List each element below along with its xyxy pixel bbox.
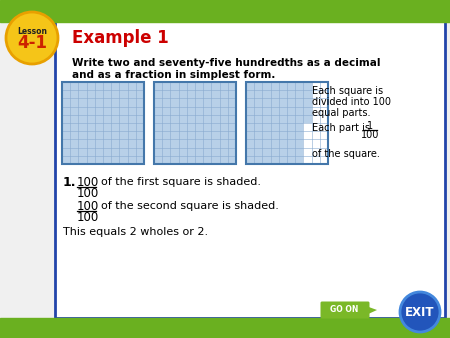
Text: of the second square is shaded.: of the second square is shaded. <box>101 201 279 211</box>
Bar <box>154 82 236 164</box>
Text: 1: 1 <box>367 121 373 131</box>
Bar <box>303 82 311 123</box>
Text: of the square.: of the square. <box>312 149 380 159</box>
FancyBboxPatch shape <box>55 20 445 318</box>
Text: GO ON: GO ON <box>330 306 358 314</box>
Bar <box>154 82 236 164</box>
Text: EXIT: EXIT <box>405 306 435 318</box>
Text: 4-1: 4-1 <box>17 34 47 52</box>
Bar <box>0 0 450 22</box>
Text: of the first square is shaded.: of the first square is shaded. <box>101 177 261 187</box>
Text: Lesson: Lesson <box>17 26 47 35</box>
Text: 100: 100 <box>361 130 379 140</box>
Bar <box>62 82 144 164</box>
Text: equal parts.: equal parts. <box>312 108 370 118</box>
FancyBboxPatch shape <box>320 301 369 318</box>
Bar <box>62 82 144 164</box>
Text: 100: 100 <box>77 176 99 189</box>
Text: 100: 100 <box>77 211 99 224</box>
Text: Example 1: Example 1 <box>72 29 169 47</box>
Bar <box>246 82 328 164</box>
Text: 1.: 1. <box>63 176 76 189</box>
Circle shape <box>400 292 440 332</box>
Text: Each part is: Each part is <box>312 123 370 133</box>
Text: and as a fraction in simplest form.: and as a fraction in simplest form. <box>72 70 275 80</box>
Text: 100: 100 <box>77 187 99 200</box>
Text: This equals 2 wholes or 2.: This equals 2 wholes or 2. <box>63 227 208 237</box>
Text: 100: 100 <box>77 200 99 213</box>
Bar <box>0 318 450 338</box>
Text: Write two and seventy-five hundredths as a decimal: Write two and seventy-five hundredths as… <box>72 58 381 68</box>
Polygon shape <box>366 306 377 315</box>
Circle shape <box>6 12 58 64</box>
Bar <box>246 82 303 164</box>
Text: divided into 100: divided into 100 <box>312 97 391 107</box>
Text: Each square is: Each square is <box>312 86 383 96</box>
